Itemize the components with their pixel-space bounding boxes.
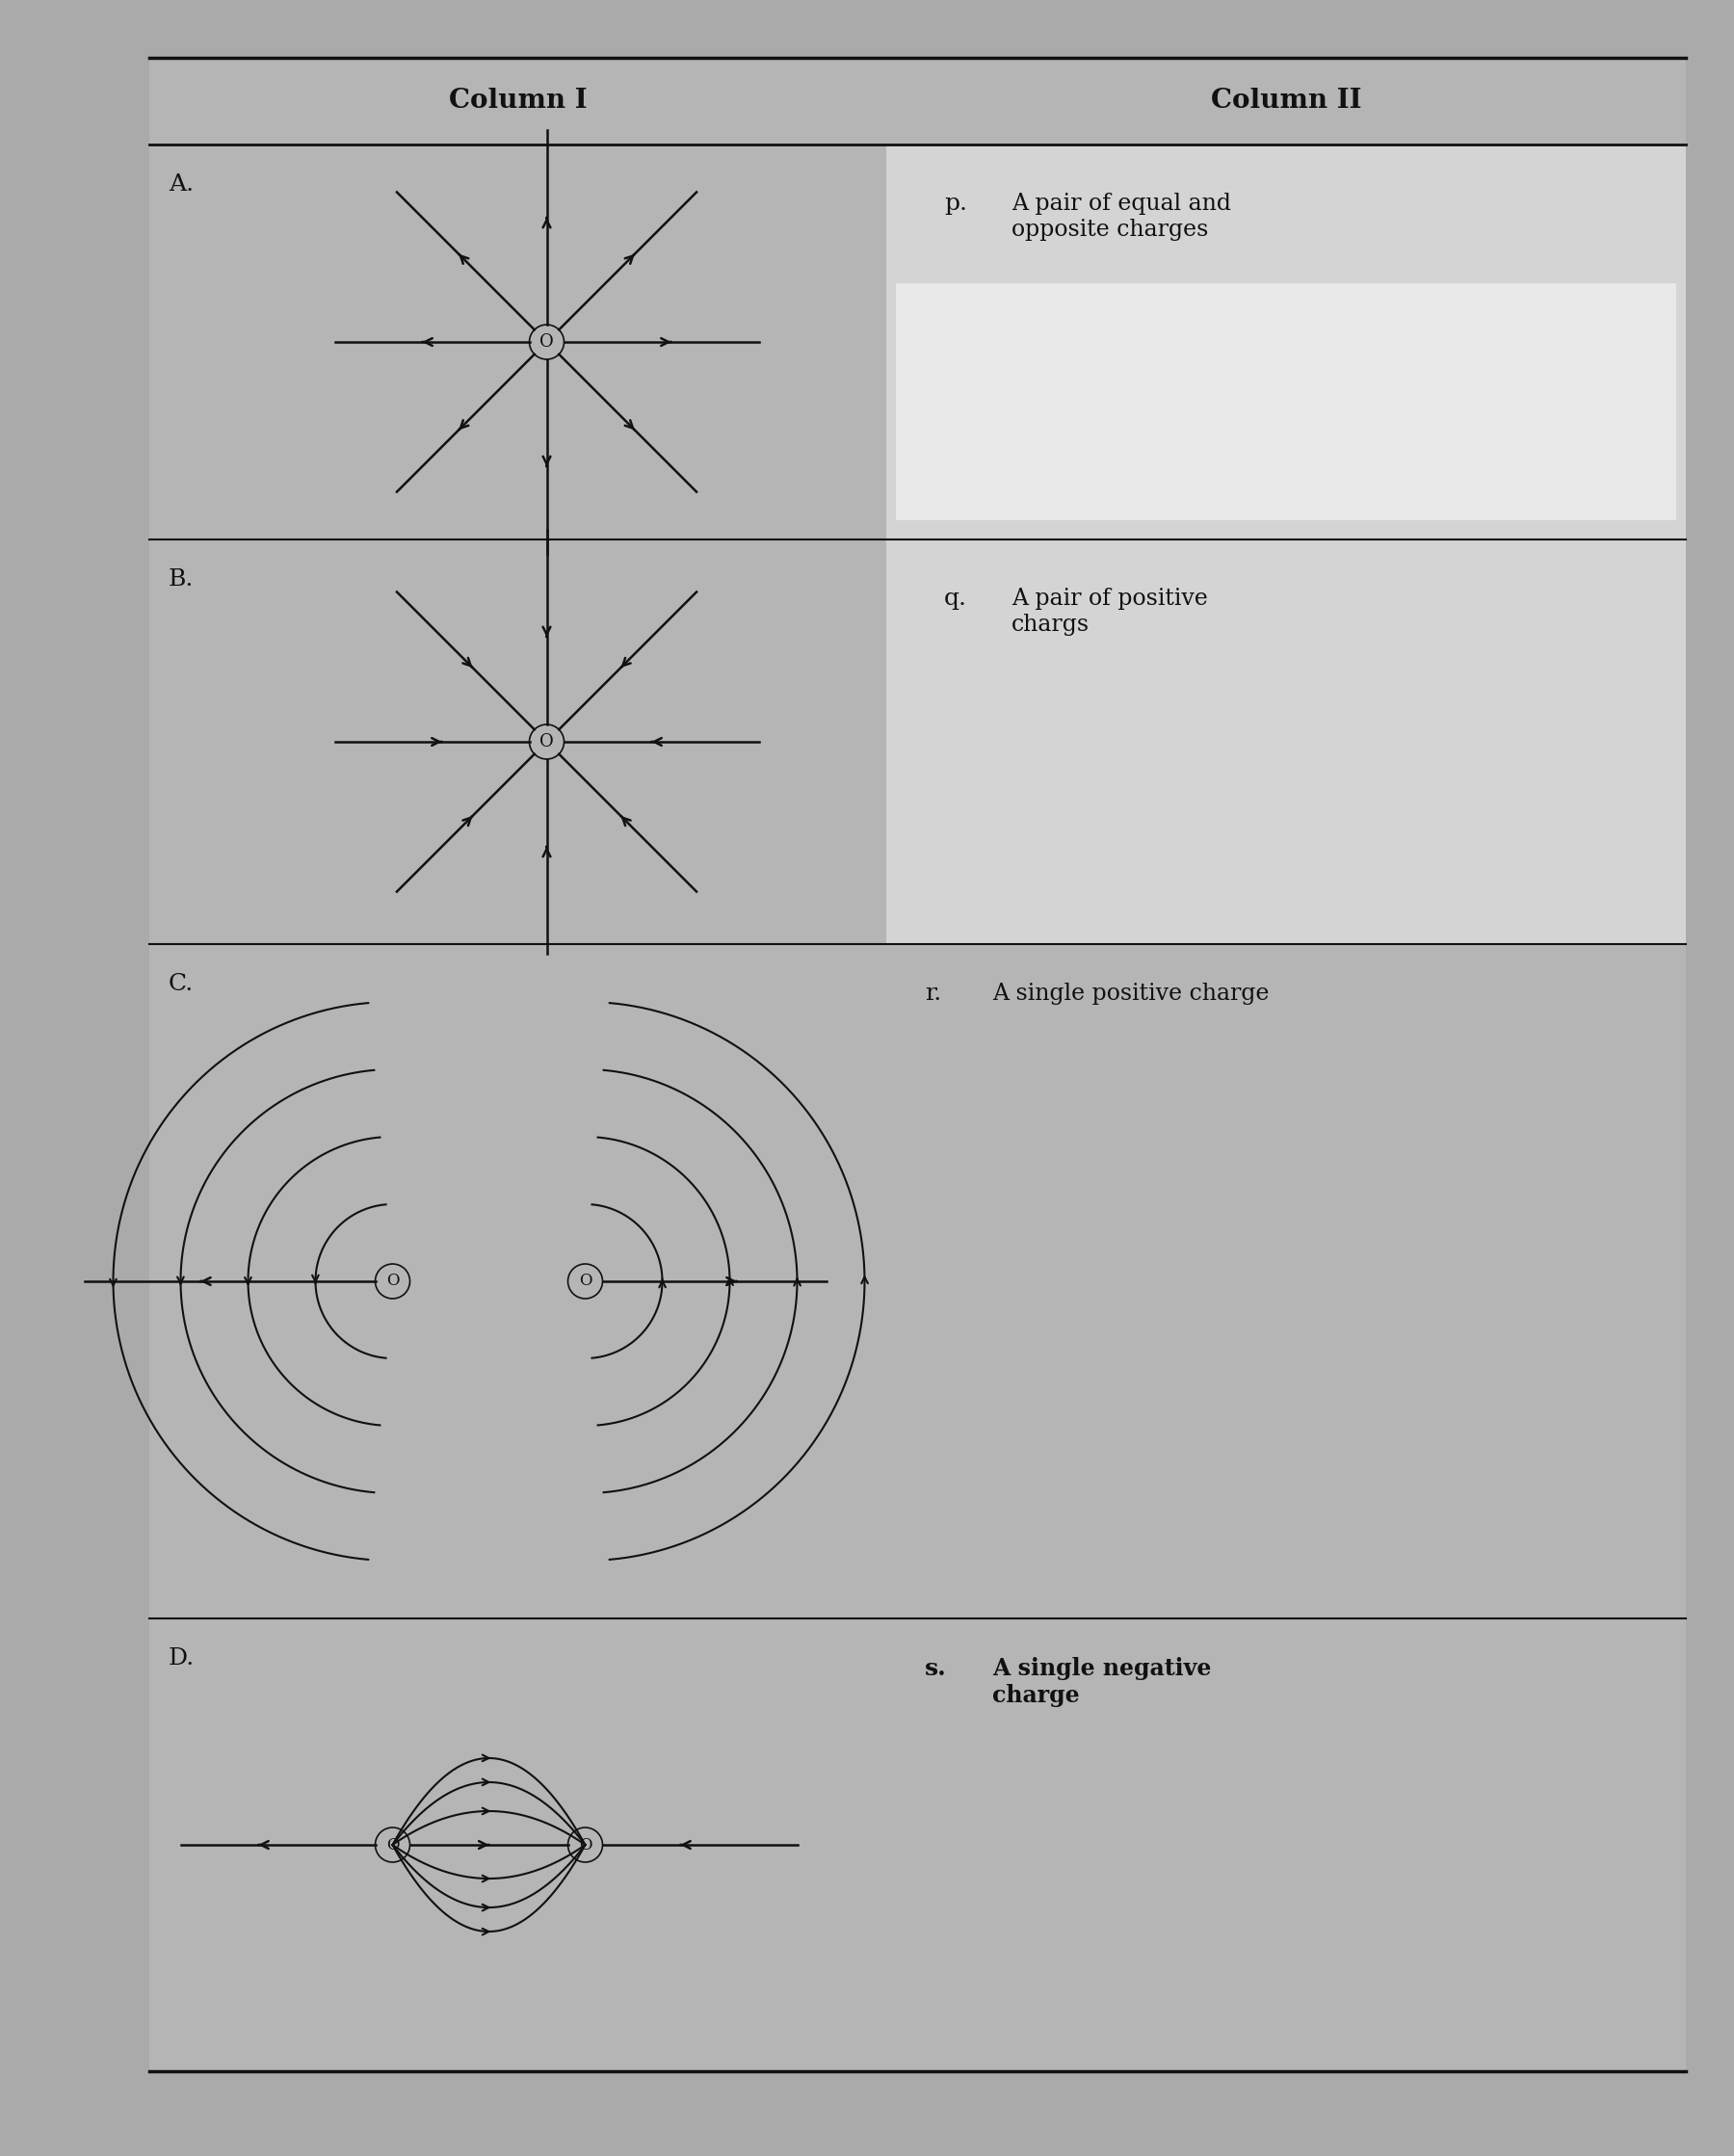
Text: D.: D. (168, 1647, 194, 1669)
Text: A single negative
charge: A single negative charge (992, 1658, 1212, 1708)
Bar (149, 58, 1685, 2072)
Text: p.: p. (943, 192, 968, 216)
Text: O: O (579, 1837, 591, 1852)
Text: O: O (387, 1272, 399, 1289)
Text: Column I: Column I (449, 88, 588, 114)
Text: O: O (387, 1837, 399, 1852)
Text: O: O (539, 733, 553, 750)
Bar (886, 539, 1685, 944)
Text: A.: A. (168, 172, 194, 196)
Text: A pair of positive
chargs: A pair of positive chargs (1011, 589, 1209, 636)
Text: r.: r. (924, 983, 942, 1005)
Bar (886, 144, 1685, 539)
Text: Column II: Column II (1210, 88, 1361, 114)
Text: C.: C. (168, 972, 194, 996)
Text: A pair of equal and
opposite charges: A pair of equal and opposite charges (1011, 192, 1231, 241)
Bar (896, 282, 1677, 520)
Text: O: O (579, 1272, 591, 1289)
Text: s.: s. (924, 1658, 947, 1680)
Text: O: O (539, 334, 553, 351)
Text: B.: B. (168, 569, 194, 591)
Text: q.: q. (943, 589, 968, 610)
Text: A single positive charge: A single positive charge (992, 983, 1269, 1005)
